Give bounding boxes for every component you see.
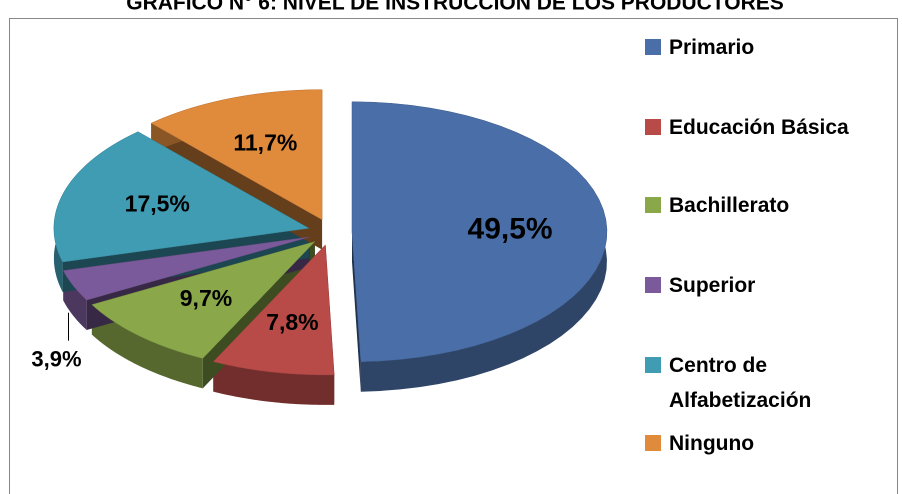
data-label: 11,7% [233, 130, 297, 156]
slice [212, 244, 335, 376]
slice [53, 131, 310, 263]
slice [150, 89, 323, 221]
legend-label: Centro de Alfabetización [669, 354, 812, 412]
legend-swatch [645, 357, 661, 373]
data-labels: 49,5% 7,8% 9,7% 3,9% 17,5% 11,7% [31, 130, 552, 372]
legend-item: Centro de Alfabetización [645, 348, 865, 418]
data-label: 9,7% [180, 285, 232, 311]
chart-title: GRÁFICO N° 6: NIVEL DE INSTRUCCIÓN DE LO… [126, 0, 784, 15]
legend-swatch [645, 277, 661, 293]
legend-swatch [645, 197, 661, 213]
legend-label: Ninguno [669, 432, 755, 455]
chart-frame [9, 18, 898, 494]
data-label: 49,5% [468, 212, 553, 245]
slice-tops [53, 89, 608, 376]
legend-label: Bachillerato [669, 194, 790, 217]
legend-item: Primario [645, 30, 865, 65]
legend-item: Ninguno [645, 426, 865, 461]
data-label: 17,5% [125, 191, 190, 217]
slice [91, 241, 316, 359]
slice [351, 101, 608, 362]
legend-swatch [645, 39, 661, 55]
slice-side [91, 304, 203, 389]
slice [62, 236, 310, 301]
legend-swatch [645, 435, 661, 451]
legend-item: Educación Básica [645, 110, 865, 145]
data-label: 3,9% [31, 346, 81, 371]
data-label: 7,8% [266, 309, 318, 335]
legend-item: Bachillerato [645, 188, 865, 223]
slice-wall [351, 231, 361, 392]
legend-label: Educación Básica [669, 116, 849, 139]
legend-label: Primario [669, 36, 755, 59]
slice-side [213, 361, 335, 405]
legend-label: Superior [669, 274, 756, 297]
legend-item: Superior [645, 268, 865, 303]
legend-swatch [645, 119, 661, 135]
